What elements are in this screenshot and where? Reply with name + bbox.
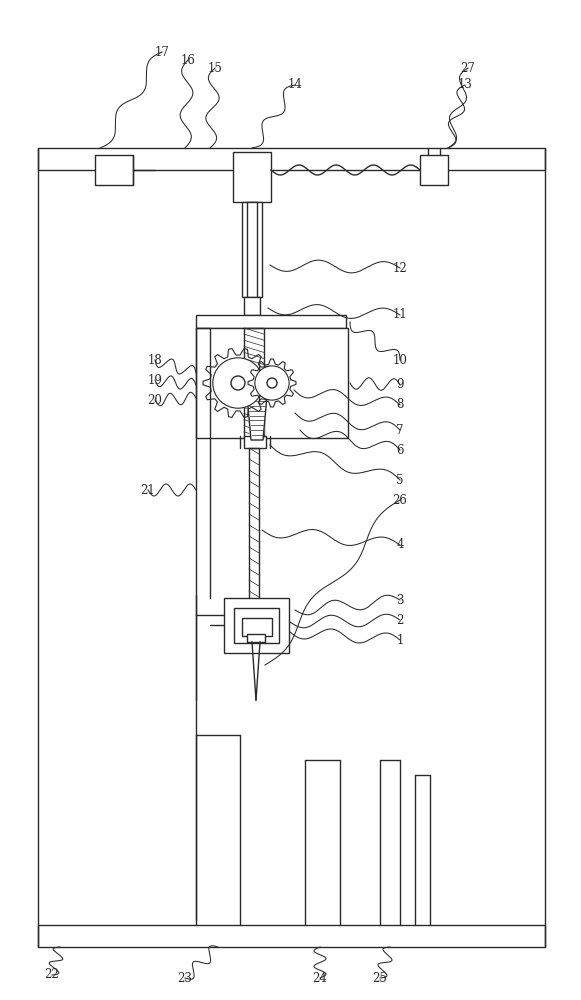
Text: 23: 23 bbox=[178, 972, 192, 984]
Bar bbox=[249, 448, 259, 603]
Text: 8: 8 bbox=[396, 398, 404, 412]
Text: 21: 21 bbox=[141, 484, 155, 496]
Text: 9: 9 bbox=[396, 378, 404, 391]
Text: 1: 1 bbox=[396, 634, 404, 647]
Text: 13: 13 bbox=[458, 79, 472, 92]
Bar bbox=[196, 328, 348, 438]
Text: 4: 4 bbox=[396, 538, 404, 552]
Text: 6: 6 bbox=[396, 444, 404, 456]
Polygon shape bbox=[247, 396, 267, 440]
Text: 18: 18 bbox=[148, 354, 162, 366]
Bar bbox=[242, 618, 272, 636]
Bar bbox=[247, 202, 257, 297]
Bar bbox=[95, 155, 133, 185]
Bar bbox=[233, 152, 271, 202]
Text: 26: 26 bbox=[393, 493, 407, 506]
Circle shape bbox=[267, 378, 277, 388]
Circle shape bbox=[255, 366, 289, 400]
Bar bbox=[196, 315, 346, 328]
Text: 25: 25 bbox=[372, 972, 388, 984]
Text: 15: 15 bbox=[207, 62, 223, 75]
Text: 19: 19 bbox=[148, 373, 163, 386]
Circle shape bbox=[213, 358, 263, 408]
Text: 5: 5 bbox=[396, 474, 404, 487]
Text: 3: 3 bbox=[396, 593, 404, 606]
Circle shape bbox=[231, 376, 245, 390]
Bar bbox=[224, 598, 289, 653]
Bar bbox=[234, 608, 279, 643]
Text: 24: 24 bbox=[313, 972, 328, 984]
Text: 27: 27 bbox=[461, 62, 475, 75]
Bar bbox=[420, 155, 448, 185]
Text: 7: 7 bbox=[396, 424, 404, 436]
Bar bbox=[244, 297, 260, 315]
Text: 22: 22 bbox=[45, 968, 59, 982]
Text: 10: 10 bbox=[393, 354, 407, 366]
Bar bbox=[247, 634, 265, 642]
Text: 12: 12 bbox=[393, 261, 407, 274]
Bar bbox=[242, 202, 262, 297]
Bar bbox=[244, 436, 266, 448]
Bar bbox=[38, 148, 545, 170]
Text: 17: 17 bbox=[155, 45, 170, 58]
Text: 20: 20 bbox=[148, 393, 163, 406]
Text: 16: 16 bbox=[181, 53, 195, 66]
Text: 11: 11 bbox=[393, 308, 407, 322]
Text: 14: 14 bbox=[288, 79, 303, 92]
Bar bbox=[244, 328, 264, 438]
Bar bbox=[38, 925, 545, 947]
Text: 2: 2 bbox=[396, 613, 404, 626]
